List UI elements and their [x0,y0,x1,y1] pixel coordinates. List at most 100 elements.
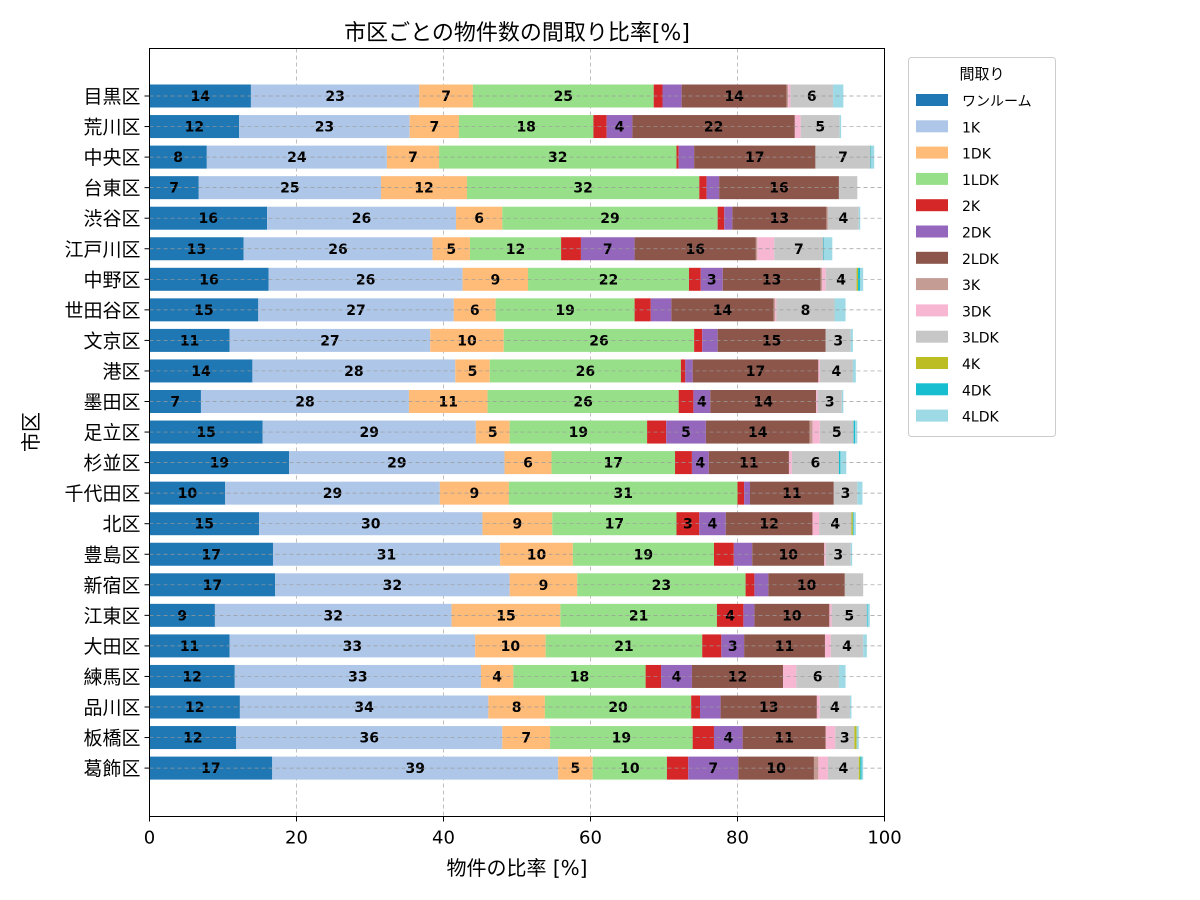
bar-segment [853,512,856,536]
bar-segment [502,206,718,230]
bar-segment [818,359,820,383]
bar-segment [824,237,833,261]
bar-value-label: 23 [315,120,334,136]
bar-segment [671,298,774,322]
bar-value-label: 19 [555,303,574,319]
bar-value-label: 4 [831,364,841,380]
legend-label: ワンルーム [962,94,1032,110]
bar-segment [749,481,834,505]
bar-segment [710,390,817,413]
bar-value-label: 19 [634,547,653,563]
legend-swatch [916,94,948,106]
y-tick-label: 杉並区 [83,453,140,475]
bar-segment [839,115,842,139]
bar-segment [229,328,431,352]
bar-value-label: 12 [728,669,747,685]
bar-segment [755,237,758,261]
bar-value-label: 9 [177,608,187,624]
bar-value-label: 8 [801,303,811,319]
legend: 間取り ワンルーム 1K 1DK 1LDK 2K 2DK 2LDK 3K 3DK 3LDK 4K 4D… [908,57,1056,437]
bar-value-label: 12 [759,517,778,533]
bars [149,84,875,780]
bar-value-label: 5 [681,425,691,441]
bar-value-label: 17 [201,547,220,563]
bar-value-label: 15 [196,425,215,441]
bar-segment [732,206,827,230]
bar-value-label: 14 [190,89,210,105]
bar-value-label: 7 [429,120,439,136]
bar-value-label: 5 [446,242,456,258]
bar-segment [742,726,826,750]
y-tick-label: 板橋区 [83,728,140,750]
bar-value-label: 3 [728,639,738,655]
bar-segment [852,359,856,383]
bar-value-label: 7 [170,395,180,411]
bar-value-label: 7 [603,242,613,258]
bar-value-label: 4 [696,456,706,472]
x-tick-label: 40 [432,828,455,849]
bar-segment [861,756,864,780]
y-tick-label: 豊島区 [83,544,140,566]
bar-value-label: 25 [554,89,573,105]
bar-value-label: 7 [408,150,418,166]
bar-value-label: 25 [280,181,299,197]
bar-value-label: 4 [842,639,852,655]
bar-value-label: 12 [182,669,201,685]
bar-segment [688,267,701,291]
y-tick-label: 千代田区 [64,483,140,505]
x-tick-label: 0 [144,828,155,849]
bar-value-label: 36 [360,731,379,747]
bar-value-label: 16 [199,272,218,288]
legend-label: 2K [962,199,981,215]
bar-value-label: 32 [548,150,567,166]
bar-value-label: 4 [708,517,718,533]
y-tick-label: 中野区 [83,269,140,291]
bar-segment [860,267,864,291]
bar-value-label: 4 [723,731,733,747]
bar-value-label: 19 [210,456,229,472]
bar-value-label: 3 [707,272,717,288]
bar-segment [745,573,755,597]
bar-value-label: 29 [360,425,379,441]
bar-value-label: 31 [613,486,632,502]
bar-segment [229,634,476,658]
bar-segment [666,420,706,444]
bar-segment [826,206,828,230]
bar-value-label: 16 [685,242,704,258]
bar-value-label: 33 [348,669,367,685]
bar-value-label: 21 [629,608,648,624]
legend-swatch [916,330,948,343]
bar-value-label: 11 [775,639,794,655]
bar-value-label: 16 [199,211,218,227]
y-tick-label: 中央区 [83,147,140,169]
bar-value-label: 4 [830,517,840,533]
bar-value-label: 18 [516,120,535,136]
bar-segment [713,726,743,750]
legend-label: 1LDK [962,173,999,189]
bar-value-label: 21 [614,639,633,655]
legend-label: 3DK [962,304,992,320]
bar-segment [234,664,481,688]
bar-value-label: 13 [759,700,778,716]
bar-value-label: 17 [745,150,764,166]
x-axis-title: 物件の比率 [%] [447,856,588,880]
bar-value-label: 10 [527,547,547,563]
legend-swatch [916,383,948,396]
bar-segment [854,726,857,750]
legend-swatch [916,225,948,238]
legend-label: 3K [962,278,981,294]
bar-value-label: 27 [346,303,365,319]
bar-value-label: 15 [194,303,213,319]
bar-segment [853,420,856,444]
bar-value-label: 6 [811,456,821,472]
bar-segment [149,603,215,627]
bar-value-label: 17 [746,364,765,380]
bar-value-label: 34 [354,700,374,716]
bar-value-label: 22 [599,272,618,288]
y-axis-title: 市区 [19,412,43,452]
bar-value-label: 27 [320,333,339,349]
y-tick-label: 世田谷区 [64,300,140,322]
bar-value-label: 24 [287,150,307,166]
bar-value-label: 17 [604,456,623,472]
